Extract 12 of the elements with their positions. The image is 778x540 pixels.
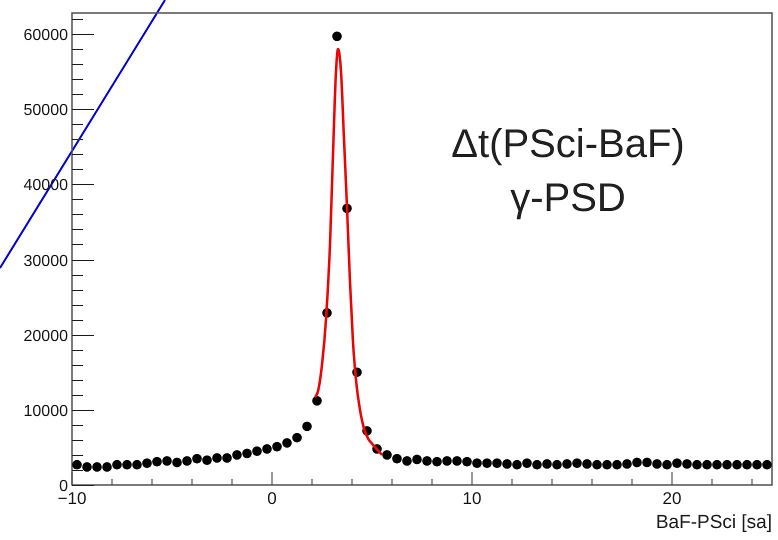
y-tick-label: 30000	[24, 253, 68, 270]
x-tick-label: 10	[462, 489, 482, 508]
y-tick-label: 0	[59, 478, 68, 496]
y-tick-label: 10000	[24, 403, 68, 420]
y-tick-label: 50000	[24, 102, 68, 120]
annotation: γ-PSD	[510, 176, 626, 220]
y-tick-label: 20000	[24, 328, 68, 346]
x-axis-title: BaF-PSci [sa]	[656, 512, 772, 533]
y-tick-label: 60000	[24, 27, 68, 44]
x-tick-label: 0	[267, 489, 277, 508]
x-tick-label: 20	[662, 489, 682, 508]
annotation: Δt(PSci-BaF)	[451, 122, 685, 166]
